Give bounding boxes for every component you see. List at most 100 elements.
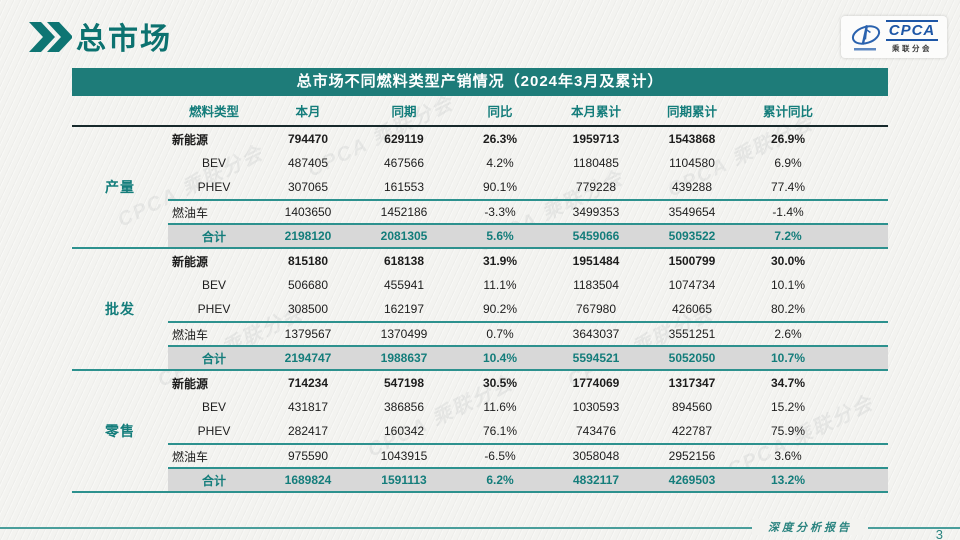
column-header: 同期累计 — [666, 105, 717, 119]
value-cell: 5594521 — [572, 351, 620, 365]
value-cell: -3.3% — [484, 205, 516, 219]
fuel-type-table: 总市场不同燃料类型产销情况（2024年3月及累计） 燃料类型 本月 同期 同比 … — [72, 68, 888, 493]
value-cell: 1988637 — [380, 351, 428, 365]
value-cell: 3.6% — [774, 449, 802, 463]
fuel-type-cell: 合计 — [201, 473, 226, 488]
value-cell: 10.1% — [770, 278, 806, 292]
value-cell: 426065 — [671, 302, 713, 316]
value-cell: 3058048 — [572, 449, 620, 463]
value-cell: 1774069 — [572, 376, 620, 390]
group-rows: 新能源 794470 629119 26.3% 1959713 1543868 … — [168, 127, 888, 247]
table-title: 总市场不同燃料类型产销情况（2024年3月及累计） — [72, 68, 888, 96]
value-cell: 3549654 — [668, 205, 716, 219]
value-cell: 506680 — [287, 278, 329, 292]
value-cell: 779228 — [575, 180, 617, 194]
value-cell: 1074734 — [668, 278, 716, 292]
page-number: 3 — [935, 527, 943, 540]
value-cell: -6.5% — [484, 449, 516, 463]
table-total-row: 合计 2198120 2081305 5.6% 5459066 5093522 … — [168, 223, 888, 247]
value-cell: 161553 — [383, 180, 425, 194]
value-cell: 815180 — [287, 254, 329, 268]
table-total-row: 合计 1689824 1591113 6.2% 4832117 4269503 … — [168, 467, 888, 491]
value-cell: 6.2% — [486, 473, 514, 487]
fuel-type-cell: 燃油车 — [172, 205, 209, 220]
value-cell: 1104580 — [669, 156, 715, 170]
value-cell: 439288 — [671, 180, 713, 194]
value-cell: 77.4% — [770, 180, 806, 194]
value-cell: 4832117 — [572, 473, 620, 487]
value-cell: 3499353 — [572, 205, 620, 219]
column-header: 累计同比 — [762, 105, 813, 119]
value-cell: 618138 — [383, 254, 425, 268]
value-cell: 1183504 — [573, 278, 619, 292]
value-cell: 282417 — [287, 424, 329, 438]
value-cell: 10.7% — [770, 351, 806, 365]
group-label: 批发 — [105, 301, 135, 317]
table-total-row: 合计 2194747 1988637 10.4% 5594521 5052050… — [168, 345, 888, 369]
fuel-type-cell: PHEV — [197, 424, 231, 438]
fuel-type-cell: 燃油车 — [172, 327, 209, 342]
table-row: 新能源 714234 547198 30.5% 1774069 1317347 … — [168, 371, 888, 395]
column-header: 本月累计 — [570, 105, 621, 119]
value-cell: 34.7% — [770, 376, 806, 390]
value-cell: 30.5% — [482, 376, 518, 390]
value-cell: 10.4% — [482, 351, 518, 365]
value-cell: 7.2% — [774, 229, 802, 243]
value-cell: 26.9% — [770, 132, 806, 146]
logo-subtitle: 乘联分会 — [891, 44, 932, 54]
value-cell: 2081305 — [380, 229, 428, 243]
table-group-retail: 零售 新能源 714234 547198 30.5% 1774069 13173… — [72, 371, 888, 493]
page-title: 总市场 — [76, 23, 172, 56]
footer-report-label: 深度分析报告 — [752, 519, 868, 535]
fuel-type-cell: 新能源 — [172, 254, 209, 269]
value-cell: 1543868 — [668, 132, 716, 146]
value-cell: 90.2% — [482, 302, 518, 316]
value-cell: 160342 — [383, 424, 425, 438]
table-row: 燃油车 975590 1043915 -6.5% 3058048 2952156… — [168, 443, 888, 467]
group-label: 零售 — [105, 423, 135, 439]
group-label: 产量 — [105, 179, 135, 195]
table-group-production: 产量 新能源 794470 629119 26.3% 1959713 15438… — [72, 127, 888, 249]
fuel-type-cell: BEV — [201, 278, 226, 292]
value-cell: 13.2% — [770, 473, 806, 487]
table-row: 燃油车 1379567 1370499 0.7% 3643037 3551251… — [168, 321, 888, 345]
value-cell: 1500799 — [668, 254, 716, 268]
value-cell: 2952156 — [668, 449, 716, 463]
fuel-type-cell: PHEV — [197, 302, 231, 316]
value-cell: 2194747 — [284, 351, 332, 365]
value-cell: 11.6% — [483, 400, 517, 414]
value-cell: 5459066 — [572, 229, 620, 243]
table-row: 新能源 815180 618138 31.9% 1951484 1500799 … — [168, 249, 888, 273]
value-cell: 1180485 — [573, 156, 619, 170]
value-cell: 714234 — [287, 376, 329, 390]
fuel-type-cell: PHEV — [197, 180, 231, 194]
value-cell: 629119 — [384, 132, 424, 146]
table-row: PHEV 308500 162197 90.2% 767980 426065 8… — [168, 297, 888, 321]
column-header: 同比 — [487, 105, 513, 119]
fuel-type-cell: BEV — [201, 400, 226, 414]
table-row: BEV 487405 467566 4.2% 1180485 1104580 6… — [168, 151, 888, 175]
fuel-type-cell: 新能源 — [172, 376, 209, 391]
logo-name: CPCA — [885, 19, 939, 42]
value-cell: 547198 — [383, 376, 425, 390]
value-cell: 467566 — [383, 156, 425, 170]
value-cell: 5052050 — [668, 351, 716, 365]
value-cell: 3551251 — [668, 327, 716, 341]
value-cell: 2.6% — [774, 327, 802, 341]
value-cell: 455941 — [383, 278, 425, 292]
value-cell: 5.6% — [486, 229, 514, 243]
value-cell: 5093522 — [668, 229, 716, 243]
value-cell: 308500 — [287, 302, 329, 316]
value-cell: -1.4% — [772, 205, 804, 219]
value-cell: 743476 — [575, 424, 617, 438]
value-cell: 975590 — [287, 449, 329, 463]
table-row: BEV 506680 455941 11.1% 1183504 1074734 … — [168, 273, 888, 297]
value-cell: 487405 — [287, 156, 329, 170]
fuel-type-cell: 合计 — [201, 229, 226, 244]
table-group-wholesale: 批发 新能源 815180 618138 31.9% 1951484 15007… — [72, 249, 888, 371]
value-cell: 162197 — [383, 302, 425, 316]
fuel-type-cell: 燃油车 — [172, 449, 209, 464]
value-cell: 422787 — [671, 424, 713, 438]
value-cell: 1591113 — [381, 473, 427, 487]
